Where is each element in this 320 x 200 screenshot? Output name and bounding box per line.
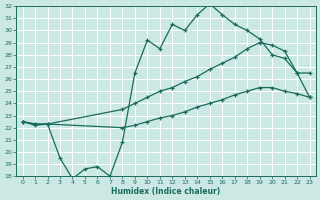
- X-axis label: Humidex (Indice chaleur): Humidex (Indice chaleur): [111, 187, 221, 196]
